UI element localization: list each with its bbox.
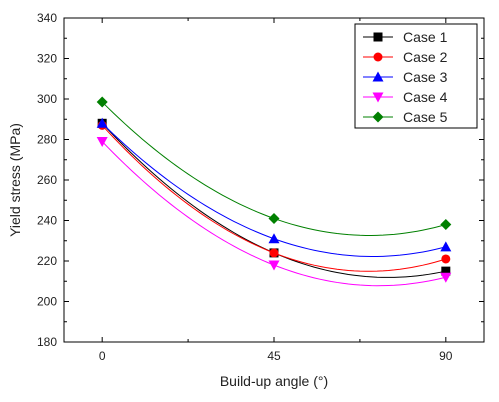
legend-label: Case 2 (403, 49, 448, 65)
axes: 180 200 220 240 260 280 300 320 340 0 45 90 (37, 11, 485, 363)
legend-label: Case 1 (403, 29, 448, 45)
series-layer (96, 96, 452, 287)
y-tick-label: 200 (37, 295, 57, 309)
y-tick-label: 240 (37, 214, 57, 228)
data-point (440, 272, 452, 283)
legend-item: Case 4 (363, 89, 448, 105)
data-point (440, 241, 452, 252)
series-4 (96, 137, 452, 287)
data-point (440, 219, 452, 231)
y-tick-label: 340 (37, 11, 57, 25)
legend: Case 1 Case 2 Case 3 Case 4 Case 5 (354, 23, 478, 129)
y-tick-label: 280 (37, 133, 57, 147)
legend-item: Case 5 (363, 109, 448, 125)
legend-marker (372, 92, 384, 103)
series-2 (97, 120, 451, 272)
legend-label: Case 5 (403, 109, 448, 125)
y-tick-label: 180 (37, 335, 57, 349)
x-tick-label: 0 (99, 349, 106, 363)
legend-item: Case 1 (363, 29, 448, 45)
legend-marker (373, 32, 383, 42)
legend-label: Case 3 (403, 69, 448, 85)
legend-item: Case 3 (363, 69, 448, 85)
legend-item: Case 2 (363, 49, 448, 65)
data-point (268, 233, 280, 244)
data-point (96, 137, 108, 148)
legend-marker (372, 111, 384, 123)
legend-marker (372, 71, 384, 82)
data-point (268, 260, 280, 271)
x-axis-title: Build-up angle (°) (220, 373, 328, 389)
y-axis-title: Yield stress (MPa) (7, 123, 23, 237)
y-tick-label: 260 (37, 173, 57, 187)
y-tick-label: 300 (37, 92, 57, 106)
x-tick-label: 90 (439, 349, 453, 363)
y-tick-label: 320 (37, 52, 57, 66)
y-tick-label: 220 (37, 254, 57, 268)
data-point (268, 212, 280, 224)
data-point (441, 254, 451, 264)
legend-label: Case 4 (403, 89, 448, 105)
data-point (96, 117, 108, 128)
series-3 (96, 117, 452, 257)
series-5 (96, 96, 452, 236)
data-point (96, 96, 108, 108)
data-point (441, 266, 451, 276)
data-point (269, 248, 279, 258)
x-tick-label: 45 (267, 349, 281, 363)
legend-marker (373, 52, 383, 62)
